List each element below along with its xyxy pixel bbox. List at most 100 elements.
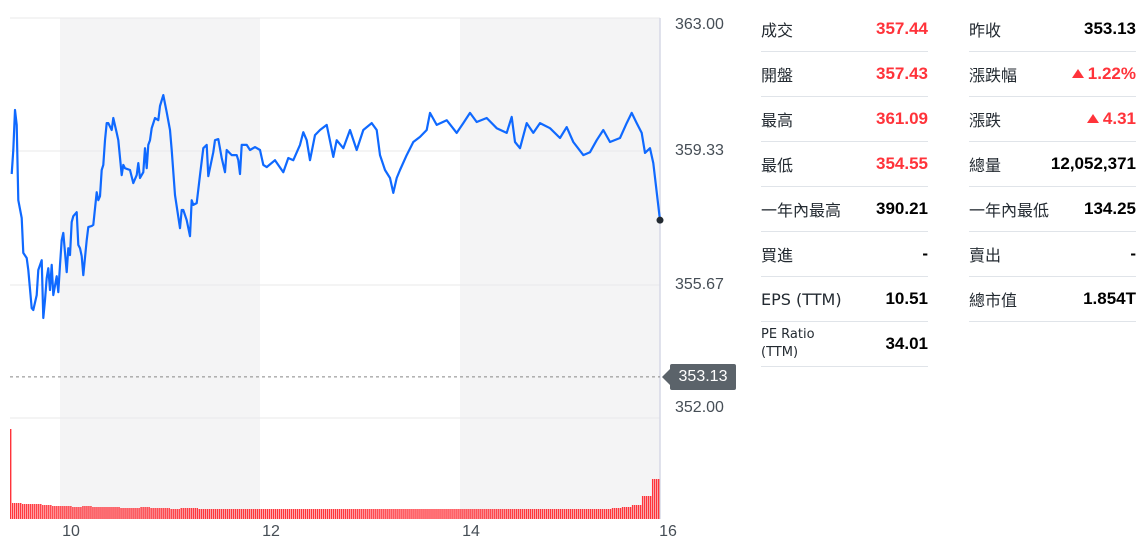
quote-value-text: 390.21 [876, 199, 928, 218]
volume-bar [78, 507, 80, 519]
volume-bar [76, 507, 78, 519]
volume-bar [553, 509, 556, 519]
quote-value-text: 10.51 [885, 289, 928, 308]
quote-row: 開盤 357.43 [761, 52, 928, 97]
volume-bar [633, 505, 636, 519]
quote-row: 漲跌幅 1.22% [969, 52, 1136, 97]
volume-bar [146, 507, 148, 519]
quote-row: 賣出 - [969, 232, 1136, 277]
volume-bar [461, 509, 463, 519]
x-tick-label: 16 [659, 523, 677, 540]
volume-bar [258, 509, 261, 519]
quote-label: 開盤 [761, 66, 794, 85]
quote-value: 134.25 [1084, 199, 1136, 219]
volume-bar [391, 509, 393, 519]
quote-row: PE Ratio (TTM) 34.01 [761, 322, 928, 367]
quote-row: 一年內最高 390.21 [761, 187, 928, 232]
volume-bar [274, 509, 277, 519]
quote-label: PE Ratio (TTM) [761, 327, 815, 360]
volume-bar [335, 509, 337, 519]
volume-bar [641, 496, 644, 519]
volume-bar [198, 509, 200, 519]
volume-bar [96, 507, 98, 519]
volume-bar [250, 509, 253, 519]
volume-bar [144, 507, 146, 519]
volume-bar [282, 509, 285, 519]
volume-bar [330, 509, 333, 519]
quote-value-text: 134.25 [1084, 199, 1136, 218]
volume-bar [202, 509, 204, 519]
volume-bar [284, 509, 287, 519]
volume-bar [320, 509, 323, 519]
volume-bar [587, 509, 590, 519]
volume-bar [483, 509, 485, 519]
volume-bar [26, 504, 28, 519]
volume-bar [607, 509, 610, 519]
volume-bar [32, 504, 34, 519]
x-tick-label: 14 [462, 523, 480, 540]
volume-bar [419, 509, 421, 519]
quote-value-text: - [1130, 244, 1136, 263]
volume-bar [148, 507, 150, 519]
quote-label: 買進 [761, 246, 794, 265]
quote-value: 12,052,371 [1051, 154, 1136, 174]
quote-label: 一年內最低 [969, 201, 1050, 220]
quote-value: 357.43 [876, 64, 928, 84]
volume-bar [559, 509, 562, 519]
volume-bar [343, 509, 345, 519]
volume-bar [134, 508, 136, 519]
volume-bar [28, 504, 30, 519]
volume-bar [579, 509, 582, 519]
volume-bar [46, 505, 48, 519]
volume-bar [353, 509, 355, 519]
volume-bar [473, 509, 475, 519]
volume-bar [439, 509, 441, 519]
volume-bar [355, 509, 357, 519]
volume-bar [537, 509, 540, 519]
volume-bar [142, 507, 144, 519]
volume-bar [168, 508, 170, 519]
quote-label: 漲跌 [969, 111, 1002, 130]
volume-bar [110, 507, 112, 519]
volume-bar [627, 507, 630, 519]
quote-value-text: 4.31 [1102, 109, 1136, 128]
volume-bar [511, 509, 513, 519]
volume-bar [252, 509, 255, 519]
volume-bar [90, 506, 92, 519]
volume-bar [156, 508, 158, 519]
volume-bar [455, 509, 457, 519]
volume-bar [230, 509, 233, 519]
volume-bar [298, 509, 301, 519]
volume-bar [339, 509, 341, 519]
quote-value: 353.13 [1084, 19, 1136, 39]
volume-bar [425, 509, 427, 519]
volume-bar [138, 508, 140, 519]
volume-bar [643, 496, 646, 519]
volume-bar [427, 509, 429, 519]
volume-bar [316, 509, 319, 519]
volume-bar [561, 509, 564, 519]
chart-canvas [10, 17, 664, 519]
quote-label: 一年內最高 [761, 201, 842, 220]
volume-bar [399, 509, 401, 519]
volume-bar [272, 509, 275, 519]
volume-bar [345, 509, 347, 519]
volume-bar [525, 509, 527, 519]
volume-bar [513, 509, 515, 519]
volume-bar [651, 479, 654, 519]
volume-bar [160, 508, 162, 519]
volume-bar [166, 508, 168, 519]
volume-bar [407, 509, 409, 519]
intraday-chart[interactable]: 363.00 359.33 355.67 352.00 353.13 10 12… [0, 0, 760, 547]
volume-bar [232, 509, 235, 519]
volume-bar [322, 509, 325, 519]
volume-bar [256, 509, 259, 519]
volume-bar [547, 509, 550, 519]
volume-bar [623, 507, 626, 519]
volume-bar [236, 509, 239, 519]
y-tick-label: 355.67 [675, 276, 724, 293]
shaded-band [60, 18, 260, 519]
volume-bar [503, 509, 505, 519]
volume-bar [224, 509, 227, 519]
volume-bar [114, 507, 116, 519]
